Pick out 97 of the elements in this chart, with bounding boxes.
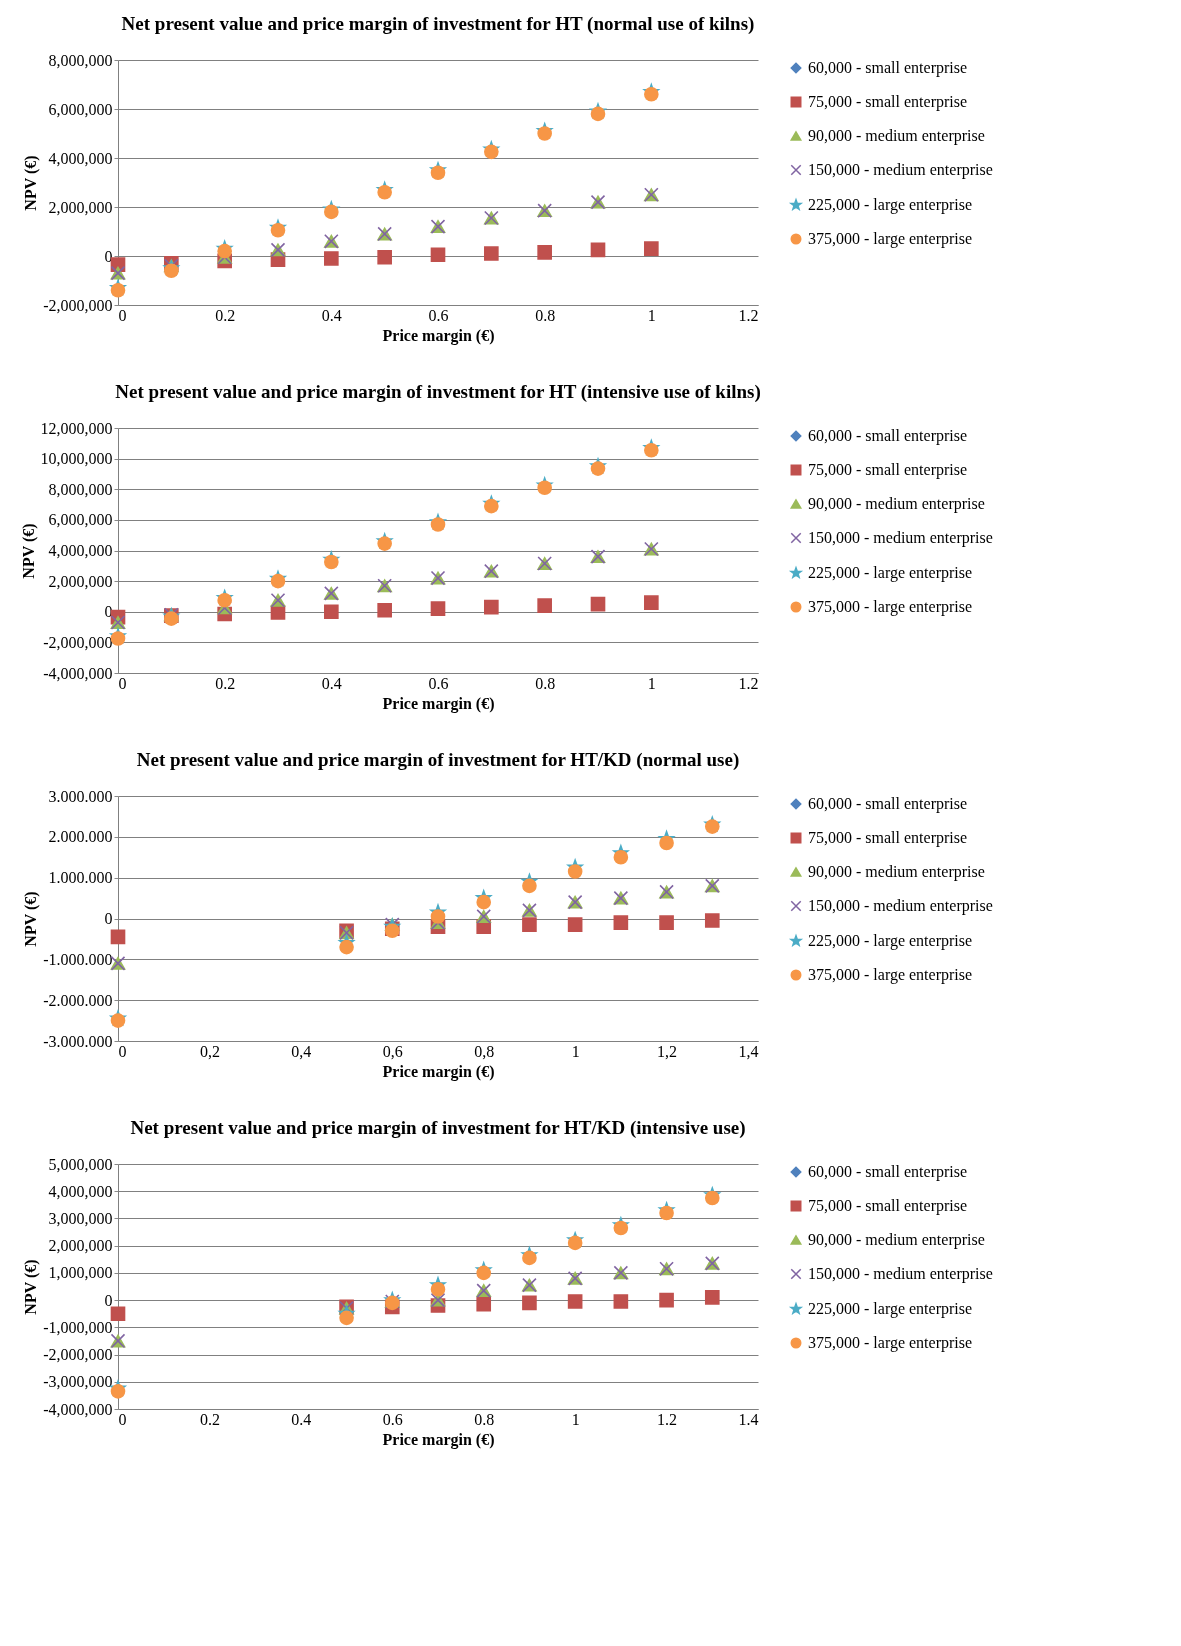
y-tick-label: 0 [104, 910, 113, 927]
x-tick-label: 1 [571, 1042, 580, 1060]
legend-label: 75,000 - small enterprise [808, 1197, 968, 1215]
y-tick-label: -2,000,000 [43, 1346, 113, 1364]
y-tick-label: 1,000,000 [48, 1264, 113, 1282]
legend-label: 60,000 - small enterprise [808, 1163, 968, 1181]
y-tick-label: 2,000,000 [48, 572, 113, 590]
x-tick-label: 0.2 [199, 1410, 220, 1428]
legend-label: 225,000 - large enterprise [808, 564, 973, 582]
x-tick-label: 1.2 [738, 674, 759, 692]
y-tick-label: 10,000,000 [40, 450, 113, 468]
legend-label: 90,000 - medium enterprise [808, 127, 985, 145]
y-tick-label: -1.000.000 [43, 950, 113, 968]
x-tick-label: 1 [647, 306, 656, 324]
legend-label: 225,000 - large enterprise [808, 932, 973, 950]
x-tick-label: 0.6 [428, 306, 449, 324]
legend-label: 150,000 - medium enterprise [808, 1265, 993, 1283]
y-axis-title: NPV (€) [19, 523, 38, 579]
y-tick-label: 6,000,000 [48, 100, 113, 118]
x-tick-label: 1,2 [657, 1042, 678, 1060]
legend-label: 375,000 - large enterprise [808, 230, 973, 248]
x-tick-label: 0.6 [428, 674, 449, 692]
legend-label: 90,000 - medium enterprise [808, 863, 985, 881]
y-tick-label: 0 [104, 1291, 113, 1309]
x-tick-label: 1.4 [738, 1410, 759, 1428]
x-tick-label: 0.8 [535, 674, 556, 692]
y-tick-label: 3,000,000 [48, 1209, 113, 1227]
legend-label: 225,000 - large enterprise [808, 1300, 973, 1318]
x-axis-title: Price margin (€) [382, 694, 495, 713]
y-tick-label: 2,000,000 [48, 198, 113, 216]
chart-title: Net present value and price margin of investment for HT (normal use of kilns) [121, 13, 755, 35]
legend-label: 150,000 - medium enterprise [808, 529, 993, 547]
x-tick-label: 0.2 [215, 674, 236, 692]
y-axis-title: NPV (€) [22, 1259, 41, 1315]
y-tick-label: 4,000,000 [48, 542, 113, 559]
legend-label: 90,000 - medium enterprise [808, 1231, 985, 1249]
y-tick-label: 5,000,000 [48, 1155, 113, 1173]
x-tick-label: 1 [571, 1410, 580, 1428]
x-tick-label: 0.8 [535, 306, 556, 324]
x-tick-label: 0.8 [474, 1410, 495, 1428]
y-tick-label: 8,000,000 [48, 480, 113, 498]
y-tick-label: -2,000,000 [43, 633, 113, 651]
x-tick-label: 0.4 [291, 1410, 312, 1428]
legend-label: 150,000 - medium enterprise [808, 161, 993, 179]
legend-label: 375,000 - large enterprise [808, 1334, 973, 1352]
x-tick-label: 0,6 [382, 1042, 403, 1060]
x-tick-label: 0.4 [321, 674, 342, 692]
x-tick-label: 0 [118, 306, 127, 324]
legend-label: 60,000 - small enterprise [808, 427, 968, 445]
x-axis-title: Price margin (€) [382, 326, 495, 345]
x-axis-title: Price margin (€) [382, 1062, 495, 1081]
legend-label: 150,000 - medium enterprise [808, 897, 993, 915]
y-axis-title: NPV (€) [22, 891, 41, 947]
chart-title: Net present value and price margin of investment for HT/KD (normal use) [136, 749, 740, 771]
x-tick-label: 0 [118, 1410, 127, 1428]
y-tick-label: 12,000,000 [40, 419, 113, 437]
y-tick-label: 3.000.000 [48, 787, 113, 805]
x-tick-label: 0 [118, 674, 127, 692]
legend-label: 60,000 - small enterprise [808, 59, 968, 77]
x-tick-label: 0,8 [474, 1042, 495, 1060]
y-tick-label: 2.000.000 [48, 828, 113, 846]
y-tick-label: 4,000,000 [48, 1182, 113, 1200]
y-tick-label: 4,000,000 [48, 149, 113, 167]
legend-label: 90,000 - medium enterprise [808, 495, 985, 513]
x-tick-label: 0,4 [291, 1042, 312, 1060]
y-tick-label: 6,000,000 [48, 511, 113, 529]
x-tick-label: 1.2 [657, 1410, 678, 1428]
y-tick-label: -2.000.000 [43, 991, 113, 1009]
x-tick-label: 0.2 [215, 306, 236, 324]
y-tick-label: -4,000,000 [43, 1400, 113, 1418]
x-tick-label: 0.4 [321, 306, 342, 324]
chart-title: Net present value and price margin of investment for HT/KD (intensive use) [130, 1117, 746, 1139]
y-tick-label: 8,000,000 [48, 51, 113, 69]
y-tick-label: 1.000.000 [48, 869, 113, 887]
legend-label: 375,000 - large enterprise [808, 598, 973, 616]
legend-label: 225,000 - large enterprise [808, 196, 973, 214]
y-tick-label: -4,000,000 [43, 664, 113, 682]
chart-title: Net present value and price margin of investment for HT (intensive use of kilns) [115, 381, 761, 403]
x-tick-label: 0,2 [199, 1042, 220, 1060]
legend-label: 75,000 - small enterprise [808, 829, 968, 847]
legend-label: 75,000 - small enterprise [808, 93, 968, 111]
y-tick-label: -3,000,000 [43, 1373, 113, 1391]
x-tick-label: 0.6 [382, 1410, 403, 1428]
y-tick-label: 0 [104, 247, 113, 265]
y-tick-label: -2,000,000 [43, 296, 113, 314]
x-tick-label: 0 [118, 1042, 127, 1060]
x-tick-label: 1,4 [738, 1042, 759, 1060]
legend-label: 60,000 - small enterprise [808, 795, 968, 813]
x-tick-label: 1.2 [738, 306, 759, 324]
legend-label: 375,000 - large enterprise [808, 966, 973, 984]
x-axis-title: Price margin (€) [382, 1430, 495, 1449]
legend-label: 75,000 - small enterprise [808, 461, 968, 479]
y-axis-title: NPV (€) [22, 155, 41, 211]
y-tick-label: -3.000.000 [43, 1032, 113, 1050]
y-tick-label: -1,000,000 [43, 1318, 113, 1336]
x-tick-label: 1 [647, 674, 656, 692]
y-tick-label: 2,000,000 [48, 1237, 113, 1255]
